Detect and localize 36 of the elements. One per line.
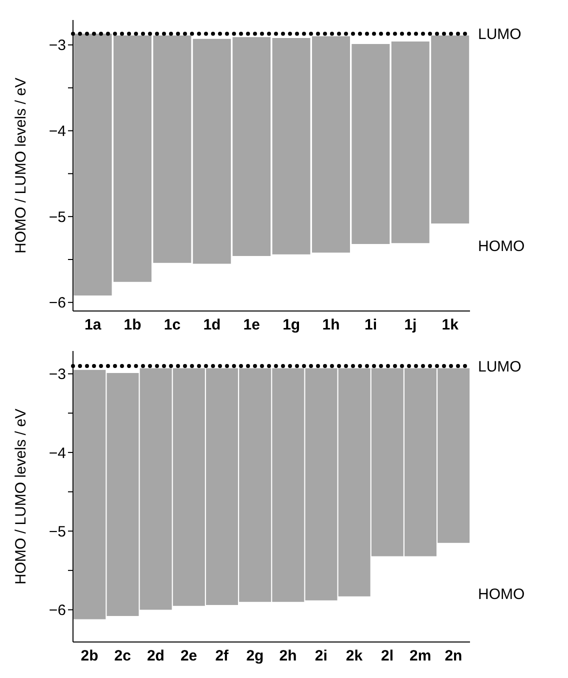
y-tick-label: −4 [48, 444, 66, 462]
x-tick-label: 2k [346, 648, 364, 665]
x-tick-label: 2n [444, 648, 462, 665]
x-tick-label: 2f [215, 648, 230, 665]
x-tick-label: 1a [84, 316, 102, 334]
y-tick-label: −5 [48, 208, 66, 226]
text: HOMO [478, 238, 525, 256]
y-tick-label: −6 [48, 602, 66, 620]
y-tick-label: −4 [48, 123, 66, 140]
x-tick-label: 2d [146, 648, 164, 665]
x-tick-label: 1h [322, 316, 340, 334]
x-tick-label: 2g [246, 648, 264, 665]
y-tick-label: −3 [48, 366, 66, 384]
x-tick-label: 1b [124, 316, 142, 334]
y-axis-title: HOMO / LUMO levels / eV [12, 78, 30, 254]
ref-line-label: LUMO [478, 26, 522, 44]
y-tick-label: −5 [48, 523, 66, 540]
x-tick-label: 1k [442, 316, 460, 334]
x-tick-label: 1e [243, 316, 260, 334]
x-tick-label: 2b [80, 648, 98, 665]
x-tick-label: 2h [279, 648, 297, 665]
x-tick-label: 1g [282, 316, 300, 334]
y-tick-label: −6 [48, 294, 66, 312]
x-tick-label: 2e [180, 648, 198, 665]
x-tick-label: 2c [114, 648, 131, 665]
x-tick-label: 1c [164, 316, 181, 334]
x-tick-label: 2i [314, 648, 328, 665]
text: HOMO [478, 586, 525, 604]
y-tick-label: −3 [48, 37, 66, 54]
y-axis-title: HOMO / LUMO levels / eV [12, 408, 30, 584]
x-tick-label: 1i [364, 316, 378, 334]
x-tick-label: 2m [410, 648, 432, 665]
x-tick-label: 1d [203, 316, 221, 334]
x-tick-label: 1j [404, 316, 417, 334]
ref-line-label: LUMO [478, 358, 522, 376]
x-tick-label: 2l [381, 648, 394, 665]
